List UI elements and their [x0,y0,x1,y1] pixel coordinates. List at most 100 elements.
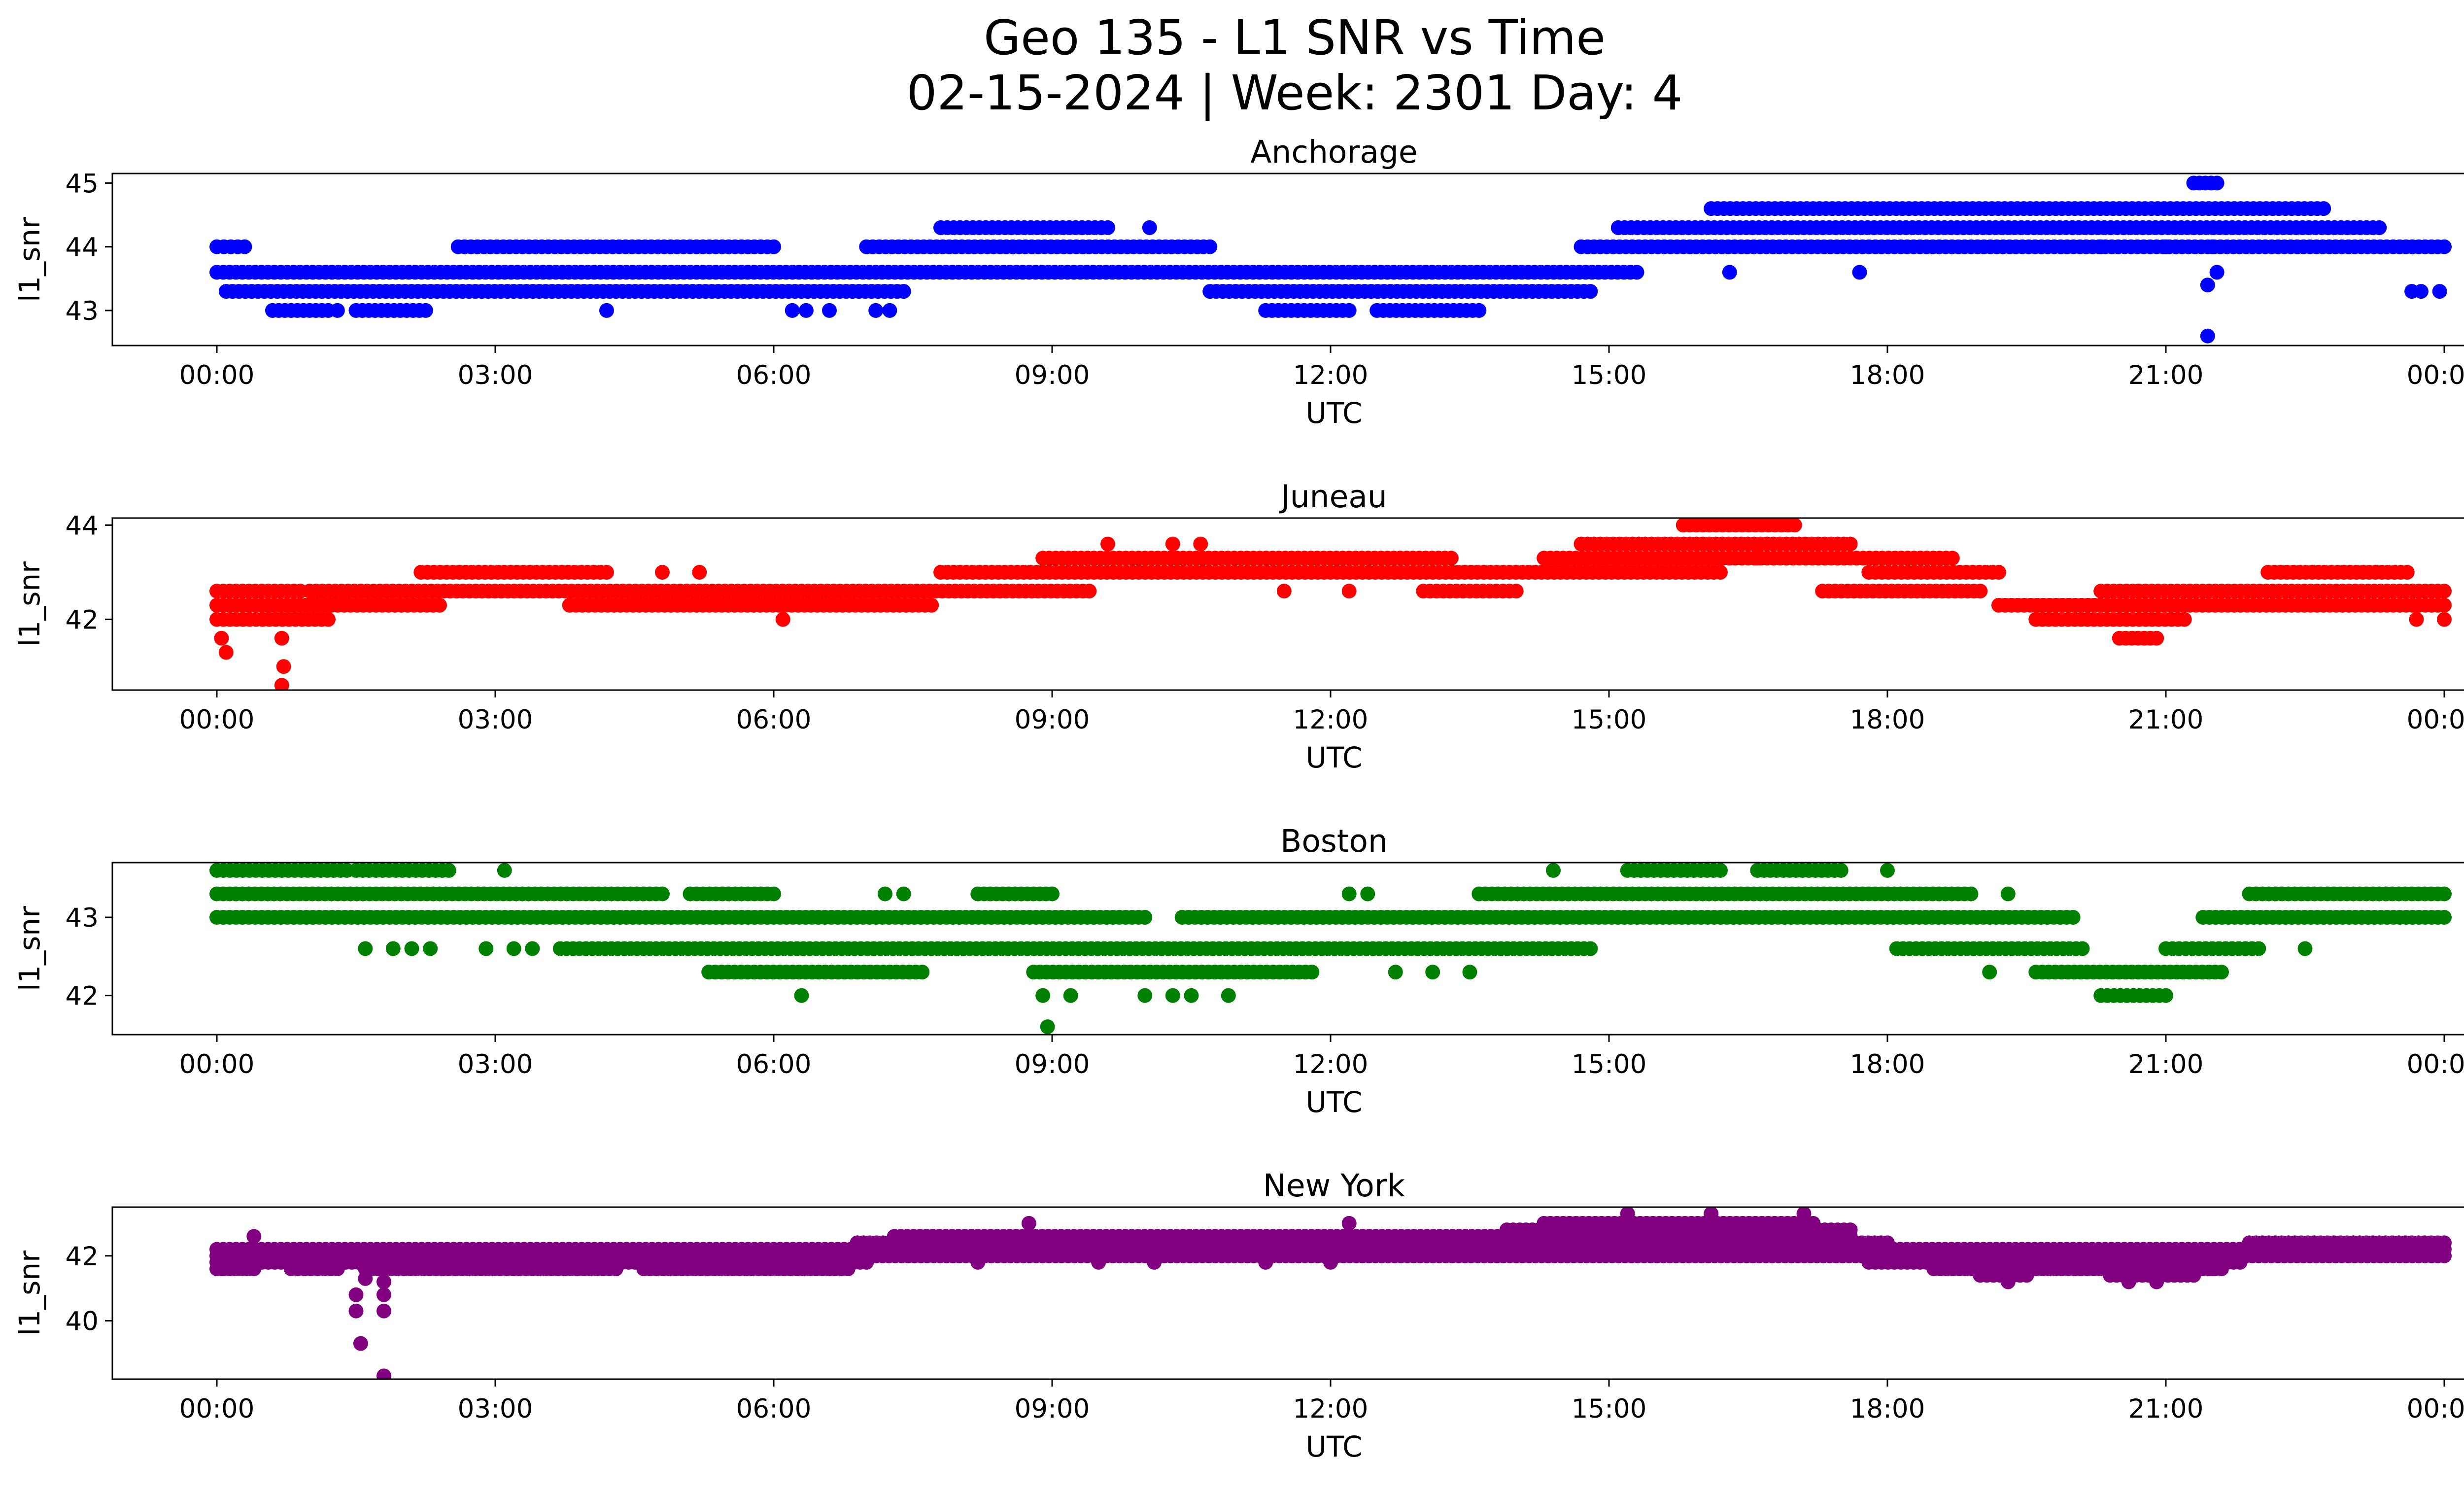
data-point [599,303,614,318]
scatter-points [209,1207,2452,1379]
data-point [1963,886,1979,902]
x-tick-label: 00:00 [2407,705,2464,735]
data-point [2000,886,2016,902]
data-point [896,886,911,902]
y-tick-label: 44 [66,233,99,263]
data-point [2121,1274,2136,1289]
x-tick-label: 15:00 [1572,1049,1647,1079]
x-tick-label: 09:00 [1015,1049,1090,1079]
y-tick-label: 42 [66,1242,99,1272]
data-point [1091,1254,1106,1270]
data-point [2232,1254,2248,1270]
data-point [1796,1207,1812,1221]
x-tick-label: 00:00 [179,360,255,390]
data-point [1425,965,1440,980]
data-point [915,965,930,980]
data-point [1082,584,1097,599]
data-point [1341,886,1357,902]
data-point [1833,863,1848,878]
x-tick-label: 21:00 [2128,1049,2204,1079]
data-point [2413,284,2429,299]
subplot-anchorage: Anchorage 00:00 03:00 06:00 09:00 12:00 15:00 1… [13,134,2464,430]
axes-frame [111,862,2464,1036]
data-point [2437,1235,2452,1251]
data-point [2205,239,2220,254]
data-point [385,941,401,956]
data-point [1982,965,1997,980]
data-point [2093,239,2109,254]
data-point [2130,584,2146,599]
data-point [1973,584,1988,599]
x-tick-label: 06:00 [736,705,812,735]
data-point [358,941,373,956]
data-point [1750,551,1765,566]
data-point [1843,536,1858,552]
x-tick-label: 18:00 [1850,705,1925,735]
data-point [766,886,781,902]
y-tick-label: 42 [66,605,99,635]
x-tick-label: 03:00 [458,1394,533,1424]
data-point [497,863,512,878]
data-point [1147,1254,1162,1270]
data-point [1184,988,1199,1003]
axes-frame [111,1206,2464,1380]
x-axis-label: UTC [1306,1085,1363,1119]
data-point [1304,965,1320,980]
data-point [1991,565,2006,580]
x-tick-label: 00:00 [179,705,255,735]
data-point [1722,265,1737,280]
data-point [418,303,433,318]
data-point [1583,941,1598,956]
data-point [1583,1235,1598,1251]
data-point [218,645,234,660]
y-axis-label: l1_snr [13,217,46,302]
data-point [1741,1235,1756,1251]
data-point [1508,584,1524,599]
data-point [1880,1235,1895,1251]
data-point [376,1287,391,1302]
data-point [1142,220,1157,235]
x-tick-label: 03:00 [458,1049,533,1079]
subplot-juneau: Juneau 00:00 03:00 06:00 09:00 12:00 15:00 18:0… [13,479,2464,774]
x-tick-label: 00:00 [179,1394,255,1424]
x-tick-label: 06:00 [736,1394,812,1424]
x-tick-label: 12:00 [1293,360,1369,390]
scatter-points [209,863,2452,1035]
data-point [1276,584,1292,599]
x-tick-label: 06:00 [736,360,812,390]
data-point [1021,1216,1036,1231]
data-point [506,941,521,956]
data-point [2205,1261,2220,1277]
subplot-new-york: New York 00:00 03:00 06:00 09:00 12:00 15:00 18… [13,1168,2464,1463]
data-point [2200,278,2215,293]
data-point [1341,303,1357,318]
data-point [404,941,419,956]
data-point [1713,863,1728,878]
data-point [1045,886,1060,902]
x-tick-label: 00:00 [179,1049,255,1079]
x-tick-label: 12:00 [1293,705,1369,735]
data-point [358,1271,373,1286]
data-point [1472,303,1487,318]
data-point [2158,239,2173,254]
x-tick-label: 09:00 [1015,705,1090,735]
y-tick-label: 43 [66,296,99,326]
data-point [376,1368,391,1379]
data-point [1462,965,1477,980]
data-point [246,1229,262,1244]
data-point [1165,536,1180,552]
data-point [1323,1254,1338,1270]
data-point [822,303,837,318]
data-point [237,239,252,254]
data-point [214,630,229,646]
data-point [1629,265,1644,280]
data-point [1583,284,1598,299]
axes-title: Anchorage [1250,134,1417,170]
data-point [348,1287,364,1302]
data-point [1193,536,1208,552]
data-point [1806,1216,1821,1231]
axes-title: Juneau [1279,479,1387,515]
x-tick-label: 00:00 [2407,1394,2464,1424]
data-point [2297,941,2313,956]
